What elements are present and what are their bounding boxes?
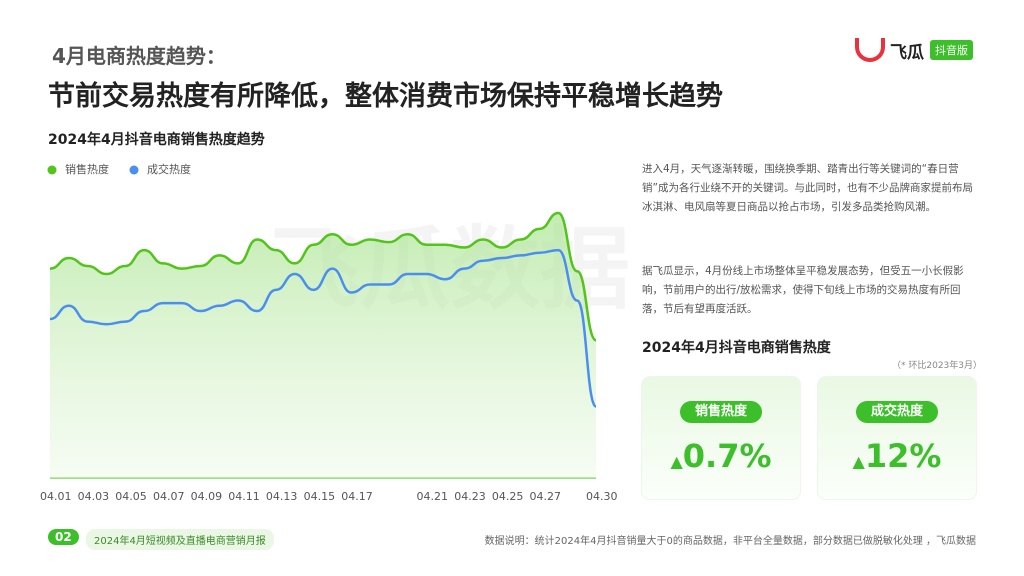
report: 2024年4月短视频及直播电商营销月报 <box>86 529 274 550</box>
legend-label: 销售热度 <box>65 162 109 176</box>
cards-title: 2024年4月抖音电商销售热度 <box>642 340 831 356</box>
series-line <box>49 211 598 342</box>
legend-label: 成交热度 <box>147 162 191 176</box>
chart-title: 2024年4月抖音电商销售热度趋势 <box>48 132 265 148</box>
legend-marker <box>47 165 57 175</box>
series-line <box>49 248 598 408</box>
x-tick-label: 04.21 <box>417 490 449 503</box>
area <box>50 213 596 478</box>
x-tick-label: 04.17 <box>341 490 373 503</box>
cards-note: （* 环比2023年3月） <box>892 361 982 371</box>
card-value: ▲0.7% <box>670 437 772 475</box>
x-tick-label: 04.03 <box>78 490 110 503</box>
card-value: ▲12% <box>852 437 942 475</box>
logo-badge: 抖音版 <box>930 40 973 60</box>
card-label: 销售热度 <box>680 401 762 423</box>
x-tick-label: 04.27 <box>530 490 562 503</box>
x-tick-label: 04.11 <box>228 490 260 503</box>
logo: 飞瓜 <box>890 43 924 63</box>
headline: 节前交易热度有所降低，整体消费市场保持平稳增长趋势 <box>48 81 723 112</box>
x-tick-label: 04.07 <box>153 490 185 503</box>
source: 数据说明：统计2024年4月抖音销量大于0的商品数据，非平台全量数据，部分数据已… <box>484 536 976 547</box>
section: 4月电商热度趋势： <box>52 44 226 68</box>
x-tick-label: 04.30 <box>586 490 618 503</box>
x-tick-label: 04.05 <box>115 490 147 503</box>
x-tick-label: 04.25 <box>492 490 524 503</box>
card: 销售热度 ▲0.7% <box>642 377 800 499</box>
value: 0.7% <box>682 437 772 475</box>
paragraph: 进入4月，天气逐渐转暖，围绕换季期、踏青出行等关键词的“春日营销”成为各行业绕不… <box>642 163 973 213</box>
page-number: 02 <box>48 529 79 545</box>
x-tick-label: 04.09 <box>191 490 223 503</box>
x-tick-label: 04.13 <box>266 490 298 503</box>
chart: 飞瓜数据 04.0104.0304.0504.0704.0904.1104.13… <box>40 162 630 503</box>
card-label: 成交热度 <box>856 401 938 423</box>
logo-icon <box>855 38 885 62</box>
card: 成交热度 ▲12% <box>818 377 976 499</box>
paragraph: 据飞瓜显示，4月份线上市场整体呈平稳发展态势，但受五一小长假影响，节前用户的出行… <box>642 265 964 315</box>
value: 12% <box>864 437 942 475</box>
legend-marker <box>129 165 139 175</box>
x-tick-label: 04.01 <box>40 490 72 503</box>
x-tick-label: 04.23 <box>454 490 486 503</box>
x-tick-label: 04.15 <box>304 490 336 503</box>
